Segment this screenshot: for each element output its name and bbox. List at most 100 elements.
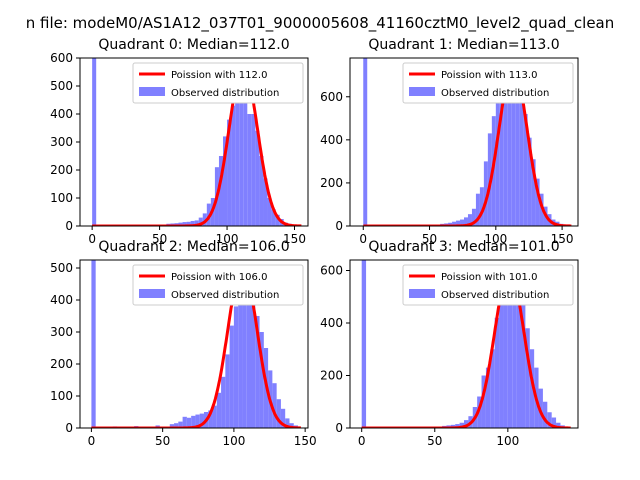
- histogram-bar: [525, 328, 530, 428]
- histogram-bar: [535, 178, 540, 226]
- x-tick-label: 150: [283, 232, 306, 246]
- histogram-bar: [276, 399, 281, 428]
- histogram-bar: [495, 98, 500, 226]
- histogram-bar: [494, 317, 500, 428]
- y-tick-label: 0: [65, 421, 73, 435]
- x-tick-label: 0: [88, 434, 96, 448]
- histogram-bar: [503, 283, 508, 428]
- histogram-bar: [255, 130, 260, 226]
- axes-frame: [349, 57, 579, 227]
- histogram-bar: [483, 161, 488, 226]
- histogram-bar: [289, 423, 294, 428]
- histogram-bar: [247, 114, 252, 226]
- poisson-fit-line: [90, 264, 302, 428]
- histogram-bar: [190, 220, 195, 226]
- histogram-bar: [464, 420, 469, 428]
- histogram-bar: [512, 281, 517, 428]
- y-tick-label: 200: [320, 369, 343, 383]
- histogram-bar: [259, 332, 264, 428]
- y-tick-label: 200: [50, 357, 73, 371]
- y-tick-label: 200: [50, 163, 73, 177]
- histogram-bar: [259, 156, 264, 226]
- legend-box: [132, 62, 304, 104]
- histogram-bar: [471, 208, 476, 226]
- legend-hist-swatch: [409, 87, 435, 96]
- histogram-bar: [459, 422, 464, 428]
- histogram-bar: [460, 219, 464, 226]
- histogram-bar: [267, 198, 272, 226]
- histogram-bar: [275, 214, 280, 226]
- y-tick-label: 300: [50, 135, 73, 149]
- y-tick-label: 100: [50, 191, 73, 205]
- legend-box: [402, 62, 574, 104]
- histogram-bar: [182, 416, 187, 428]
- subplot-title: Quadrant 2: Median=106.0: [98, 239, 289, 255]
- subplot-title: Quadrant 3: Median=101.0: [368, 239, 559, 255]
- histogram-bar: [519, 101, 524, 226]
- x-tick-label: 0: [358, 434, 366, 448]
- histogram-bar: [92, 58, 97, 226]
- y-tick-label: 400: [50, 293, 73, 307]
- histogram-bar: [499, 302, 504, 428]
- subplot-quadrant-2: 0 50 100 150 0 100 200 300 400 500 Poission with 1…: [50, 239, 317, 448]
- histogram-bar: [91, 260, 96, 428]
- x-tick-label: 100: [496, 434, 519, 448]
- histogram-bar: [539, 193, 544, 226]
- histogram-bar: [507, 270, 513, 428]
- legend-hist-label: Observed distribution: [171, 88, 279, 99]
- histogram-bar: [191, 415, 196, 428]
- histogram-bar: [527, 137, 532, 226]
- histogram-bar: [452, 221, 457, 226]
- y-tick-label: 0: [335, 219, 343, 233]
- x-tick-label: 150: [294, 434, 317, 448]
- x-tick-label: 50: [427, 434, 442, 448]
- histogram-bar: [529, 349, 535, 428]
- histogram-bar: [208, 410, 213, 428]
- subplot-quadrant-3: 0 50 100 0 200 400 600 Poission with 101.0 Obser…: [320, 239, 579, 448]
- legend-fit-label: Poission with 112.0: [171, 70, 267, 81]
- histogram-bar: [464, 217, 468, 226]
- y-tick-label: 0: [335, 421, 343, 435]
- histogram-bar: [233, 306, 239, 428]
- x-tick-label: 150: [551, 232, 574, 246]
- histogram-bar: [221, 376, 226, 428]
- histogram-bar: [246, 280, 251, 428]
- histogram-bar: [229, 325, 234, 428]
- legend-hist-swatch: [139, 87, 165, 96]
- histogram-bar: [531, 159, 536, 226]
- histogram-bar: [178, 421, 183, 428]
- x-tick-label: 50: [152, 232, 167, 246]
- histogram-bar: [225, 354, 230, 428]
- histogram-bar: [186, 417, 192, 428]
- histogram-bar: [490, 349, 495, 428]
- histogram-bar: [231, 105, 236, 226]
- histogram-bar: [198, 217, 203, 226]
- histogram-bar: [263, 178, 268, 226]
- histogram-bar: [363, 58, 368, 226]
- poisson-fit-line: [362, 65, 573, 226]
- histogram-bars: [91, 260, 299, 428]
- histogram-bar: [285, 418, 290, 428]
- histogram-bar: [195, 414, 200, 428]
- histogram-bar: [272, 383, 277, 428]
- histogram-bar: [448, 222, 453, 226]
- y-tick-label: 600: [320, 264, 343, 278]
- y-tick-label: 200: [320, 176, 343, 190]
- legend-fit-label: Poission with 106.0: [171, 272, 267, 283]
- y-tick-label: 500: [50, 261, 73, 275]
- histogram-bar: [235, 74, 240, 226]
- x-tick-label: 50: [155, 434, 170, 448]
- subplot-title: Quadrant 1: Median=113.0: [368, 37, 559, 53]
- histogram-bar: [503, 86, 508, 226]
- y-tick-label: 0: [65, 219, 73, 233]
- histogram-bar: [507, 88, 512, 226]
- histogram-bar: [182, 222, 187, 226]
- legend-hist-label: Observed distribution: [441, 290, 549, 301]
- histogram-bar: [280, 408, 286, 428]
- histogram-bar: [521, 302, 526, 428]
- histogram-bar: [239, 69, 244, 226]
- histogram-bar: [271, 209, 276, 226]
- histogram-bar: [243, 77, 248, 226]
- y-tick-label: 400: [320, 316, 343, 330]
